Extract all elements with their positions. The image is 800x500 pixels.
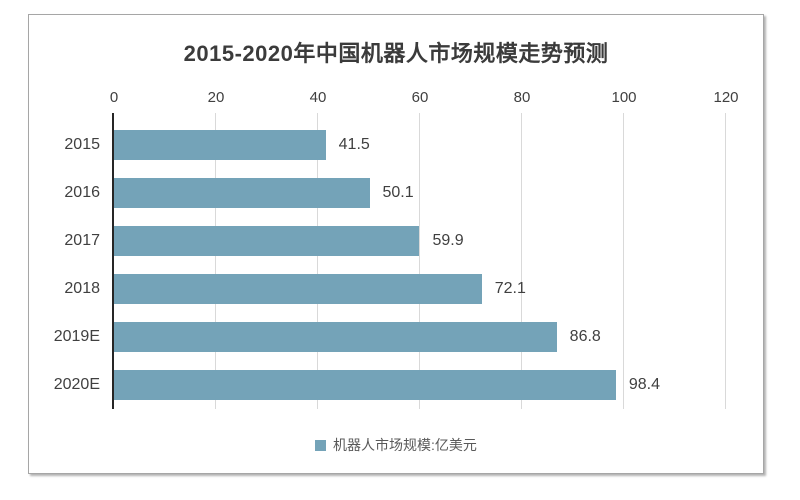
value-label-2019E: 86.8 (569, 328, 601, 345)
legend-swatch-icon (315, 439, 327, 451)
x-axis-tick-label: 100 (611, 89, 637, 106)
y-axis-line (112, 113, 114, 409)
value-label-2018: 72.1 (494, 280, 526, 297)
legend-label: 机器人市场规模:亿美元 (333, 437, 477, 453)
category-label-2017: 2017 (64, 232, 100, 249)
value-label-2016: 50.1 (382, 184, 414, 201)
value-label-2015: 41.5 (338, 136, 370, 153)
chart-title: 2015-2020年中国机器人市场规模走势预测 (183, 41, 609, 66)
value-label-2017: 59.9 (432, 232, 464, 249)
gridline (521, 113, 522, 409)
x-axis-tick-label: 0 (109, 89, 119, 106)
category-label-2020E: 2020E (53, 376, 100, 393)
gridline (215, 113, 216, 409)
x-axis-tick-label: 80 (513, 89, 531, 106)
x-axis-tick-label: 40 (309, 89, 327, 106)
x-axis-tick-label: 20 (207, 89, 225, 106)
bar-2015 (114, 130, 326, 160)
x-axis-tick-label: 120 (713, 89, 739, 106)
x-axis-tick-label: 60 (411, 89, 429, 106)
plot-area: 41.5 2015 50.1 2016 59.9 2017 72.1 2018 86.8 2019… (54, 113, 726, 409)
gridline (317, 113, 318, 409)
gridline (623, 113, 624, 409)
gridline (725, 113, 726, 409)
bar-2020E (114, 370, 616, 400)
category-label-2019E: 2019E (53, 328, 100, 345)
category-label-2015: 2015 (64, 136, 100, 153)
bar-2016 (114, 178, 370, 208)
bar-2018 (114, 274, 482, 304)
gridline (419, 113, 420, 409)
chart-frame: 2015-2020年中国机器人市场规模走势预测 0 20 40 60 80 100 120 … (28, 14, 764, 474)
bar-2017 (114, 226, 420, 256)
value-label-2020E: 98.4 (628, 376, 660, 393)
legend: 机器人市场规模:亿美元 (29, 435, 763, 455)
category-label-2018: 2018 (64, 280, 100, 297)
category-label-2016: 2016 (64, 184, 100, 201)
bar-2019E (114, 322, 557, 352)
